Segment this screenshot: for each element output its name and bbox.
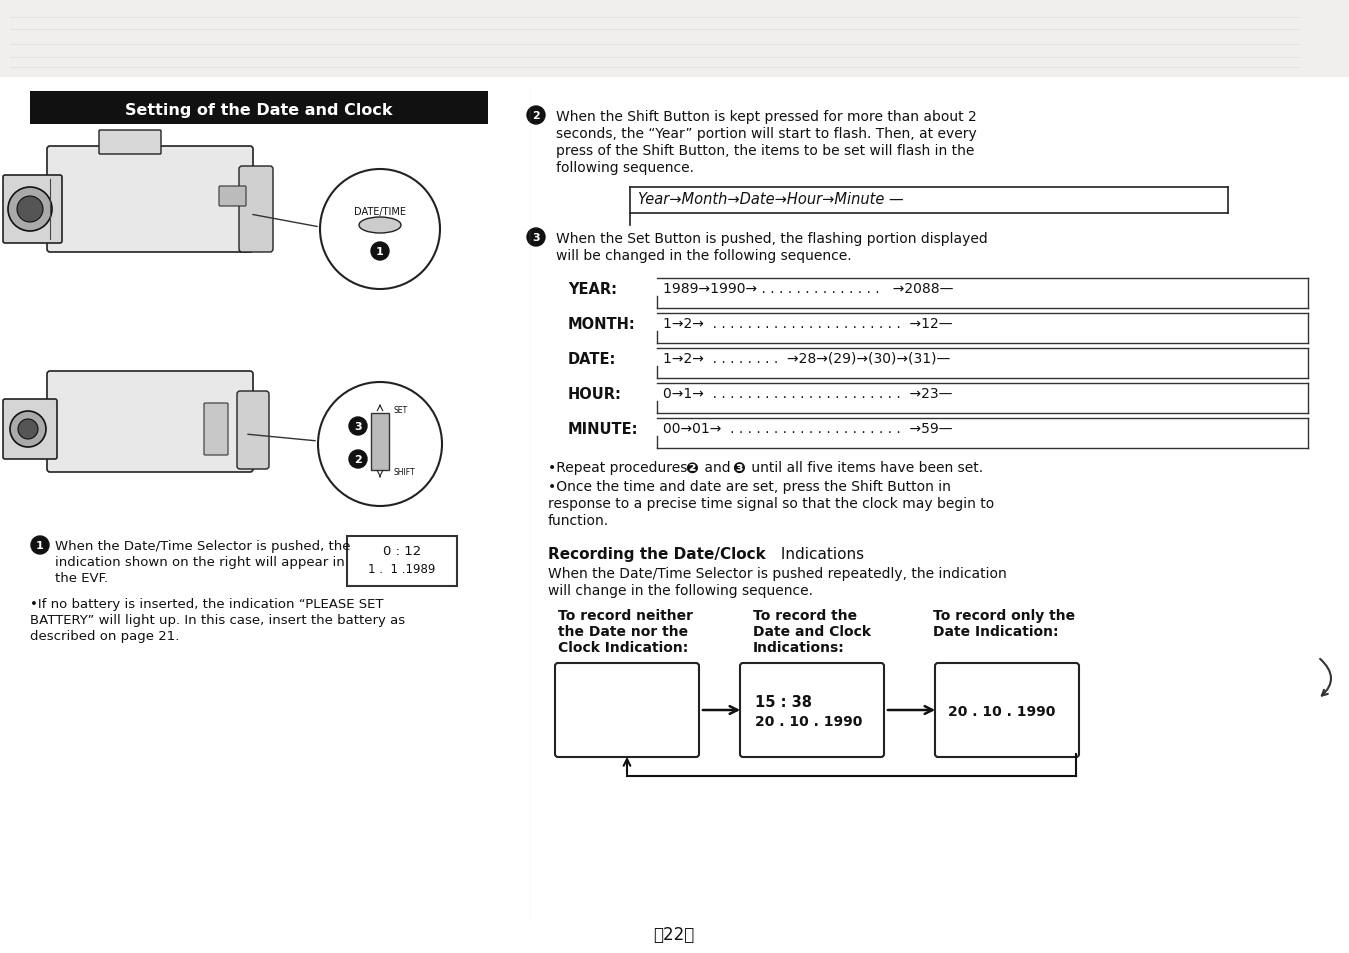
- Text: Setting of the Date and Clock: Setting of the Date and Clock: [125, 103, 393, 118]
- FancyBboxPatch shape: [47, 147, 254, 253]
- Text: Date Indication:: Date Indication:: [934, 624, 1059, 639]
- Text: To record only the: To record only the: [934, 608, 1075, 622]
- FancyBboxPatch shape: [3, 175, 62, 244]
- Text: SET: SET: [394, 406, 409, 416]
- Text: described on page 21.: described on page 21.: [30, 629, 179, 642]
- Text: the EVF.: the EVF.: [55, 572, 108, 584]
- Text: •Repeat procedures: •Repeat procedures: [548, 460, 692, 475]
- Text: ❸: ❸: [733, 460, 745, 476]
- FancyBboxPatch shape: [554, 663, 699, 758]
- Text: 1→2→  . . . . . . . .  →28→(29)→(30)→(31)—: 1→2→ . . . . . . . . →28→(29)→(30)→(31)—: [662, 352, 950, 366]
- Text: following sequence.: following sequence.: [556, 161, 693, 174]
- Text: When the Set Button is pushed, the flashing portion displayed: When the Set Button is pushed, the flash…: [556, 232, 987, 246]
- Text: 20 . 10 . 1990: 20 . 10 . 1990: [755, 714, 862, 728]
- FancyBboxPatch shape: [935, 663, 1079, 758]
- FancyBboxPatch shape: [3, 399, 57, 459]
- Text: DATE/TIME: DATE/TIME: [353, 207, 406, 216]
- Text: To record neither: To record neither: [558, 608, 693, 622]
- Text: 3: 3: [355, 421, 362, 432]
- Text: To record the: To record the: [753, 608, 857, 622]
- FancyBboxPatch shape: [237, 392, 268, 470]
- Text: until all five items have been set.: until all five items have been set.: [747, 460, 983, 475]
- Text: BATTERY” will light up. In this case, insert the battery as: BATTERY” will light up. In this case, in…: [30, 614, 405, 626]
- Text: response to a precise time signal so that the clock may begin to: response to a precise time signal so tha…: [548, 497, 994, 511]
- FancyBboxPatch shape: [30, 91, 488, 125]
- Text: SHIFT: SHIFT: [394, 468, 415, 477]
- Text: indication shown on the right will appear in: indication shown on the right will appea…: [55, 556, 345, 568]
- Text: the Date nor the: the Date nor the: [558, 624, 688, 639]
- Text: 0 : 12: 0 : 12: [383, 545, 421, 558]
- Circle shape: [320, 170, 440, 290]
- FancyBboxPatch shape: [741, 663, 884, 758]
- Text: Indications: Indications: [776, 546, 865, 561]
- Text: When the Shift Button is kept pressed for more than about 2: When the Shift Button is kept pressed fo…: [556, 110, 977, 124]
- Circle shape: [18, 419, 38, 439]
- Text: When the Date/Time Selector is pushed repeatedly, the indication: When the Date/Time Selector is pushed re…: [548, 566, 1006, 580]
- FancyBboxPatch shape: [98, 131, 161, 154]
- Circle shape: [371, 243, 389, 261]
- FancyBboxPatch shape: [371, 414, 389, 471]
- Circle shape: [349, 451, 367, 469]
- FancyBboxPatch shape: [347, 537, 457, 586]
- Circle shape: [8, 188, 53, 232]
- FancyBboxPatch shape: [219, 187, 246, 207]
- Text: 15 : 38: 15 : 38: [755, 695, 812, 709]
- Text: When the Date/Time Selector is pushed, the: When the Date/Time Selector is pushed, t…: [55, 539, 351, 553]
- Text: will change in the following sequence.: will change in the following sequence.: [548, 583, 813, 598]
- Text: 1: 1: [36, 540, 45, 551]
- Text: 1989→1990→ . . . . . . . . . . . . . .   →2088—: 1989→1990→ . . . . . . . . . . . . . . →…: [662, 282, 954, 295]
- Text: HOUR:: HOUR:: [568, 387, 622, 401]
- Text: ❷: ❷: [685, 460, 697, 476]
- Text: 20 . 10 . 1990: 20 . 10 . 1990: [948, 704, 1055, 719]
- Text: •If no battery is inserted, the indication “PLEASE SET: •If no battery is inserted, the indicati…: [30, 598, 383, 610]
- Text: 1 .  1 .1989: 1 . 1 .1989: [368, 563, 436, 576]
- Text: 2: 2: [532, 111, 540, 121]
- FancyBboxPatch shape: [239, 167, 272, 253]
- Text: press of the Shift Button, the items to be set will flash in the: press of the Shift Button, the items to …: [556, 144, 974, 158]
- FancyBboxPatch shape: [204, 403, 228, 456]
- Text: seconds, the “Year” portion will start to flash. Then, at every: seconds, the “Year” portion will start t…: [556, 127, 977, 141]
- Text: •Once the time and date are set, press the Shift Button in: •Once the time and date are set, press t…: [548, 479, 951, 494]
- Circle shape: [318, 382, 442, 506]
- FancyBboxPatch shape: [0, 0, 1349, 78]
- Text: will be changed in the following sequence.: will be changed in the following sequenc…: [556, 249, 851, 263]
- Text: 〲22〳: 〲22〳: [653, 925, 695, 943]
- Text: 1: 1: [376, 247, 384, 256]
- Text: 2: 2: [355, 455, 362, 464]
- Circle shape: [9, 412, 46, 448]
- Circle shape: [527, 107, 545, 125]
- Text: 3: 3: [533, 233, 540, 243]
- Text: Clock Indication:: Clock Indication:: [558, 640, 688, 655]
- Text: function.: function.: [548, 514, 610, 527]
- Text: 0→1→  . . . . . . . . . . . . . . . . . . . . . .  →23—: 0→1→ . . . . . . . . . . . . . . . . . .…: [662, 387, 952, 400]
- Circle shape: [31, 537, 49, 555]
- Text: YEAR:: YEAR:: [568, 282, 616, 296]
- Ellipse shape: [359, 218, 401, 233]
- Text: MONTH:: MONTH:: [568, 316, 635, 332]
- Text: Recording the Date/Clock: Recording the Date/Clock: [548, 546, 766, 561]
- Circle shape: [18, 196, 43, 223]
- Circle shape: [527, 229, 545, 247]
- Text: Year→Month→Date→Hour→Minute —: Year→Month→Date→Hour→Minute —: [638, 192, 904, 207]
- Text: 1→2→  . . . . . . . . . . . . . . . . . . . . . .  →12—: 1→2→ . . . . . . . . . . . . . . . . . .…: [662, 316, 952, 331]
- Text: 00→01→  . . . . . . . . . . . . . . . . . . . .  →59—: 00→01→ . . . . . . . . . . . . . . . . .…: [662, 421, 952, 436]
- Text: MINUTE:: MINUTE:: [568, 421, 638, 436]
- Text: Indications:: Indications:: [753, 640, 844, 655]
- Circle shape: [349, 417, 367, 436]
- Text: Date and Clock: Date and Clock: [753, 624, 871, 639]
- Text: and: and: [700, 460, 735, 475]
- FancyBboxPatch shape: [47, 372, 254, 473]
- Text: DATE:: DATE:: [568, 352, 616, 367]
